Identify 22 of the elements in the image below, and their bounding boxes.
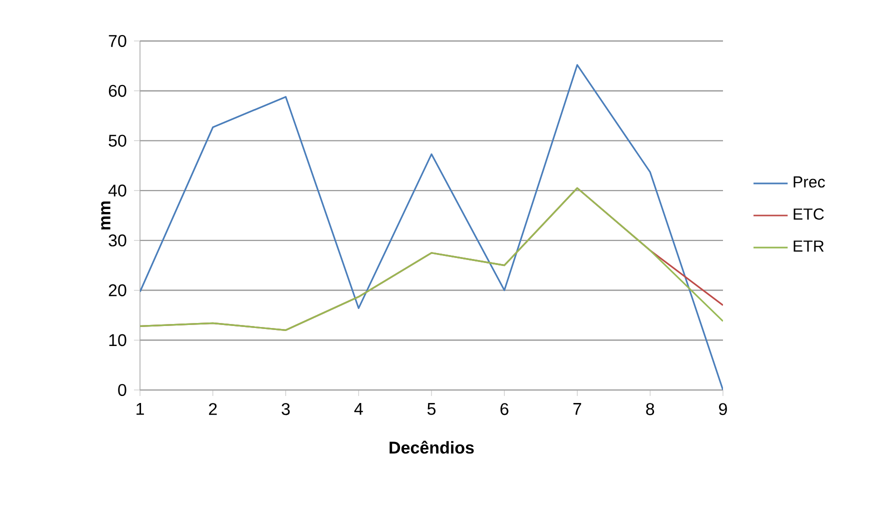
y-tick-label: 20 [108, 284, 126, 296]
x-tick-label: 3 [282, 403, 290, 416]
y-tick-label: 70 [108, 34, 126, 47]
x-tick-label: 1 [136, 403, 144, 415]
x-tick-label: 9 [719, 403, 727, 416]
legend-label: ETC [794, 208, 824, 220]
legend-label: Prec [794, 176, 825, 188]
x-tick-label: 2 [208, 403, 217, 415]
legend-label: ETR [794, 240, 824, 252]
y-tick-label: 40 [108, 184, 126, 197]
x-axis-title: Decêndios [390, 440, 474, 454]
y-tick-label: 0 [118, 384, 126, 396]
y-axis-title: mm [101, 201, 110, 230]
y-tick-label: 30 [108, 234, 126, 246]
y-tick-label: 10 [109, 334, 126, 346]
x-tick-label: 7 [573, 403, 582, 415]
y-tick-label: 50 [108, 134, 126, 147]
y-tick-label: 60 [108, 84, 126, 97]
x-tick-label: 5 [427, 403, 436, 415]
x-tick-label: 4 [354, 403, 363, 415]
x-tick-label: 8 [646, 403, 654, 416]
x-tick-label: 6 [500, 403, 508, 416]
